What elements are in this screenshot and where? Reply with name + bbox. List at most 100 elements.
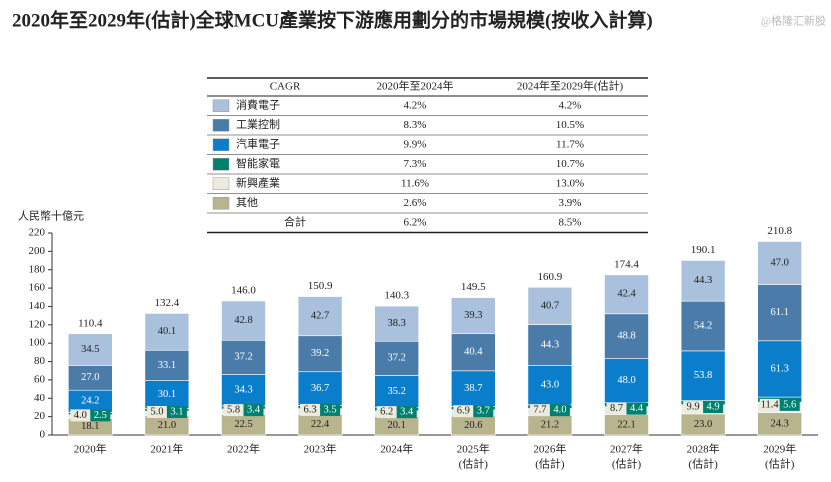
bar-segment	[680, 260, 726, 302]
label-bg	[703, 401, 724, 414]
table-cell: 7.3%	[404, 158, 427, 170]
label-bg	[223, 404, 244, 417]
bar-segment	[757, 284, 803, 342]
value-label: 47.0	[771, 258, 789, 269]
bar-segment	[374, 340, 420, 376]
value-label: 39.2	[311, 348, 329, 359]
x-tick-label: 2026年	[533, 442, 566, 456]
total-label: 149.5	[461, 281, 486, 293]
value-label: 38.3	[388, 318, 406, 329]
bar-segment	[450, 297, 496, 335]
value-label: 37.2	[388, 353, 406, 364]
total-label: 210.8	[767, 225, 792, 237]
value-label: 42.4	[617, 289, 636, 300]
table-cell: 10.7%	[556, 158, 584, 170]
value-label: 39.3	[464, 310, 482, 321]
value-label: 48.0	[617, 375, 635, 386]
table-header: 2020年至2024年	[377, 79, 454, 93]
x-tick-label: 2023年	[304, 442, 337, 456]
total-label: 140.3	[384, 290, 409, 302]
label-bg	[759, 398, 780, 411]
y-tick-label: 100	[29, 337, 46, 349]
y-tick-label: 0	[40, 429, 46, 441]
legend-label: 消費電子	[236, 97, 280, 111]
value-label: 43.0	[541, 379, 559, 390]
x-tick-label: 2025年	[457, 442, 490, 456]
bar-segment	[604, 358, 649, 403]
label-bg	[320, 403, 341, 416]
bar-segment	[297, 371, 343, 406]
value-label: 54.2	[694, 320, 712, 331]
total-label: 110.4	[78, 317, 103, 329]
bar-segment	[297, 335, 343, 373]
table-cell: 11.7%	[556, 138, 584, 150]
value-label: 30.1	[158, 389, 176, 400]
x-tick-label: (估計)	[535, 457, 565, 471]
value-label: 44.3	[694, 275, 712, 286]
legend-swatch	[212, 177, 230, 190]
value-label: 53.8	[694, 370, 712, 381]
y-tick-label: 120	[29, 318, 46, 330]
value-label: 34.3	[234, 385, 252, 396]
x-tick-label: (估計)	[459, 457, 489, 471]
value-label: 42.8	[234, 315, 252, 326]
x-tick-label: 2029年	[763, 442, 796, 456]
total-label: 190.1	[691, 244, 716, 256]
watermark: @格隆汇新股	[761, 14, 826, 28]
x-tick-label: (估計)	[765, 457, 795, 471]
value-label: 35.2	[388, 386, 406, 397]
value-label: 33.1	[158, 360, 176, 371]
bar-segment	[757, 241, 803, 285]
value-label: 44.3	[541, 339, 559, 350]
y-tick-label: 20	[34, 410, 46, 422]
bar-segment	[450, 370, 496, 407]
value-label: 40.1	[158, 326, 176, 337]
value-label: 11.4	[761, 399, 780, 410]
table-cell: 13.0%	[556, 177, 584, 189]
value-label: 22.5	[234, 419, 252, 430]
value-label: 18.1	[81, 421, 99, 432]
label-bg	[243, 404, 264, 417]
x-tick-label: 2021年	[150, 442, 183, 456]
total-label: 160.9	[538, 271, 563, 283]
value-label: 5.0	[150, 406, 163, 417]
value-label: 4.4	[630, 403, 644, 414]
value-label: 27.0	[81, 372, 99, 383]
label-bg	[606, 402, 627, 415]
value-label: 38.7	[464, 383, 482, 394]
value-label: 3.4	[247, 405, 261, 416]
value-label: 6.2	[380, 407, 393, 418]
total-label: 174.4	[614, 258, 639, 270]
value-label: 8.7	[610, 403, 623, 414]
value-label: 5.6	[783, 399, 796, 410]
value-label: 48.8	[617, 331, 635, 342]
value-label: 61.1	[771, 307, 789, 318]
value-label: 5.8	[227, 405, 240, 416]
bar-segment	[297, 296, 343, 337]
legend-label: 其他	[236, 196, 258, 209]
legend-swatch	[212, 197, 230, 210]
table-cell: 8.5%	[559, 216, 582, 228]
chart-title: 2020年至2029年(估計)全球MCU產業按下游應用劃分的市場規模(按收入計算…	[12, 8, 653, 31]
table-total-label: 合計	[284, 214, 306, 228]
bar-segment	[604, 274, 649, 315]
table-cell: 6.2%	[404, 216, 427, 228]
bar-segment	[680, 300, 726, 352]
label-bg	[683, 401, 704, 414]
legend-swatch	[212, 158, 230, 171]
value-label: 37.2	[234, 352, 252, 363]
table-cell: 8.3%	[404, 119, 427, 131]
value-label: 4.9	[707, 401, 720, 412]
y-tick-label: 140	[29, 300, 46, 312]
value-label: 42.7	[311, 311, 329, 322]
value-label: 6.9	[457, 406, 470, 417]
y-tick-label: 180	[29, 263, 46, 275]
table-cell: 4.2%	[559, 99, 582, 111]
value-label: 4.0	[74, 410, 87, 421]
total-label: 150.9	[308, 280, 333, 292]
label-bg	[529, 404, 550, 417]
label-bg	[146, 405, 167, 418]
x-tick-label: 2027年	[610, 442, 643, 456]
